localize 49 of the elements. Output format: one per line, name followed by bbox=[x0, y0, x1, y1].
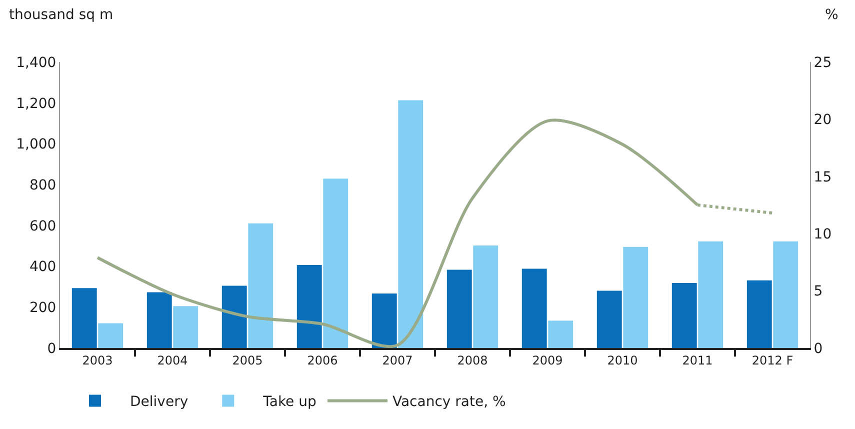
bar bbox=[372, 293, 397, 348]
legend-label: Delivery bbox=[130, 394, 188, 410]
bar bbox=[296, 265, 322, 348]
bar bbox=[146, 292, 172, 348]
y2-tick-label: 25 bbox=[814, 54, 832, 71]
bar bbox=[548, 320, 574, 348]
bar bbox=[248, 223, 274, 348]
bar bbox=[522, 268, 547, 348]
bar bbox=[98, 323, 124, 348]
y-tick-label: 1,200 bbox=[16, 96, 56, 112]
y-tick-label: 600 bbox=[29, 218, 56, 234]
y-tick-label: 1,000 bbox=[16, 136, 56, 153]
x-tick-label: 2010 bbox=[607, 353, 638, 368]
bar bbox=[398, 100, 424, 348]
x-tick-label: 2012 F bbox=[752, 353, 794, 368]
y-tick-label: 400 bbox=[29, 259, 56, 276]
bar bbox=[446, 270, 472, 348]
bar bbox=[72, 288, 97, 348]
bar bbox=[222, 286, 247, 348]
y2-tick-label: 10 bbox=[814, 226, 832, 242]
y-tick-label: 1,400 bbox=[16, 54, 56, 71]
bar bbox=[473, 245, 498, 348]
bar bbox=[672, 283, 697, 348]
bar bbox=[746, 280, 772, 348]
y2-tick-label: 0 bbox=[814, 340, 823, 357]
y-tick-label: 200 bbox=[29, 300, 56, 316]
x-tick-label: 2005 bbox=[232, 353, 263, 368]
legend-label: Take up bbox=[262, 394, 316, 410]
x-tick-label: 2011 bbox=[682, 353, 713, 368]
y-axis-title: thousand sq m bbox=[9, 7, 114, 23]
bar bbox=[773, 241, 798, 348]
y2-tick-label: 5 bbox=[814, 284, 823, 300]
y-tick-label: 0 bbox=[47, 340, 56, 357]
y2-tick-label: 15 bbox=[814, 169, 832, 186]
bar bbox=[698, 241, 724, 348]
legend-label: Vacancy rate, % bbox=[392, 394, 506, 410]
x-tick-label: 2003 bbox=[82, 353, 113, 368]
y2-tick-label: 20 bbox=[814, 112, 832, 128]
x-tick-label: 2004 bbox=[157, 353, 188, 368]
y2-axis-title: % bbox=[825, 7, 838, 23]
y-tick-label: 800 bbox=[29, 177, 56, 194]
bar bbox=[173, 306, 198, 348]
x-tick-label: 2008 bbox=[457, 353, 488, 368]
bar bbox=[323, 178, 348, 348]
x-tick-label: 2006 bbox=[307, 353, 338, 368]
bar bbox=[596, 290, 622, 348]
x-tick-label: 2007 bbox=[382, 353, 413, 368]
bar bbox=[623, 246, 648, 348]
x-tick-label: 2009 bbox=[532, 353, 563, 368]
